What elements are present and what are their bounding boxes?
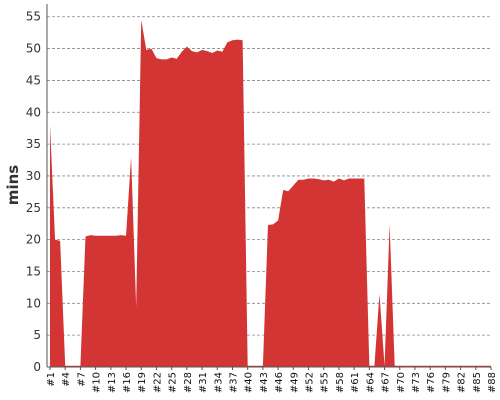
x-tick-label: #22 [152,372,163,393]
x-tick-labels: #1 #4 #7 #10 #13 #16 #19 #22 #25 #28 #31 #34 #37 #40 #… [46,367,498,393]
y-tick-labels: 0 5 10 15 20 25 30 35 40 45 50 55 [26,10,41,374]
x-tick-label: #73 [411,372,422,393]
series-area [50,19,491,367]
y-tick-label: 25 [26,201,41,215]
x-tick-label: #4 [61,372,72,387]
x-tick-label: #37 [228,372,239,393]
x-tick-label: #13 [107,372,118,393]
x-tick-label: #34 [213,372,224,393]
x-tick-label: #31 [198,372,209,393]
y-tick-label: 40 [26,105,41,119]
x-tick-label: #64 [365,372,376,393]
y-tick-label: 35 [26,137,41,151]
y-tick-label: 45 [26,73,41,87]
x-tick-label: #25 [168,372,179,393]
x-tick-label: #40 [244,372,255,393]
y-axis-label: mins [4,165,22,205]
x-tick-label: #16 [122,372,133,393]
x-tick-label: #1 [46,372,57,387]
x-tick-label: #10 [92,372,103,393]
x-tick-label: #49 [289,372,300,393]
area-layer [50,19,491,367]
x-tick-label: #82 [457,372,468,393]
y-tick-label: 20 [26,233,41,247]
x-tick-label: #70 [396,372,407,393]
x-tick-label: #19 [137,372,148,393]
x-tick-label: #52 [305,372,316,393]
x-tick-label: #88 [487,372,498,393]
x-tick-label: #76 [426,372,437,393]
y-tick-label: 30 [26,169,41,183]
x-tick-label: #46 [274,372,285,393]
x-tick-label: #28 [183,372,194,393]
x-tick-label: #79 [441,372,452,393]
y-tick-label: 5 [33,328,41,342]
x-tick-label: #55 [320,372,331,393]
x-tick-label: #43 [259,372,270,393]
x-tick-label: #85 [472,372,483,393]
x-tick-label: #7 [76,372,87,387]
y-tick-label: 55 [26,10,41,24]
y-tick-label: 0 [33,360,41,374]
x-tick-label: #67 [381,372,392,393]
y-tick-label: 50 [26,42,41,56]
x-tick-label: #58 [335,372,346,393]
y-tick-label: 15 [26,264,41,278]
y-tick-label: 10 [26,296,41,310]
axes [46,4,491,368]
x-tick-label: #61 [350,372,361,393]
